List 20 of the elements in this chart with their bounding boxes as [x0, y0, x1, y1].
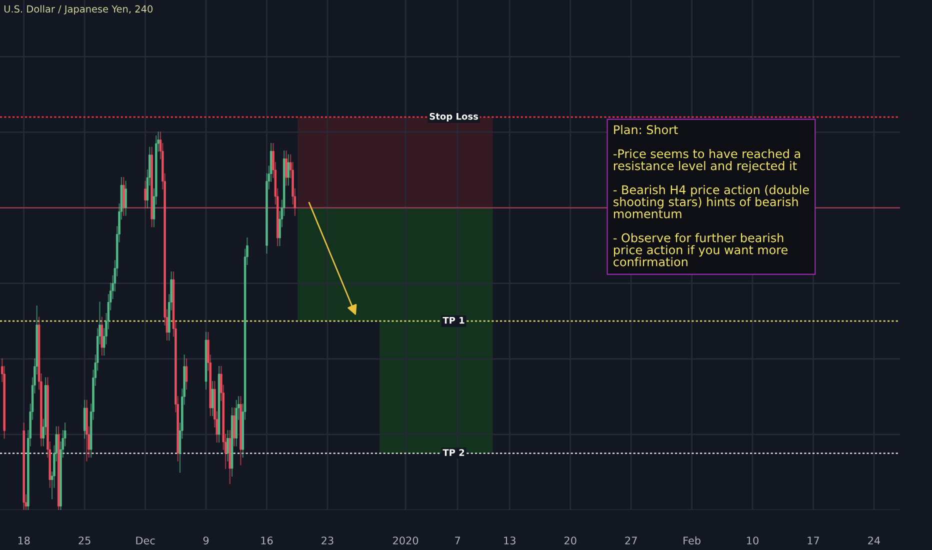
ref-line-label: TP 1 [442, 317, 464, 324]
x-tick-label: 18 [18, 536, 30, 544]
x-tick-label: Feb [684, 536, 700, 544]
x-tick-label: 23 [322, 536, 334, 544]
x-tick-label: 25 [78, 536, 90, 544]
x-tick-label: 10 [747, 536, 758, 544]
ref-line-label: TP 2 [442, 449, 464, 456]
x-tick-label: 20 [564, 536, 576, 544]
x-tick-label: Dec [136, 536, 155, 544]
x-tick-label: 7 [455, 536, 460, 544]
x-tick-label: 24 [868, 536, 880, 544]
x-tick-label: 17 [808, 536, 819, 544]
x-tick-label: 2020 [393, 536, 418, 544]
x-tick-label: 13 [504, 536, 516, 544]
x-tick-label: 9 [203, 536, 209, 544]
ref-line-label: Stop Loss [430, 112, 478, 122]
x-tick-label: 16 [261, 536, 273, 544]
chart-title: U.S. Dollar / Japanese Yen, 240 [4, 5, 153, 15]
text: Plan: Short -Price seems to have reached a resistance level and rejected it - Bearish H4 price action (double shooting stars) hints of bearish momentum - Observe for further bearish price action if you want more confirmation [613, 124, 809, 266]
x-tick-label: 27 [625, 536, 637, 544]
